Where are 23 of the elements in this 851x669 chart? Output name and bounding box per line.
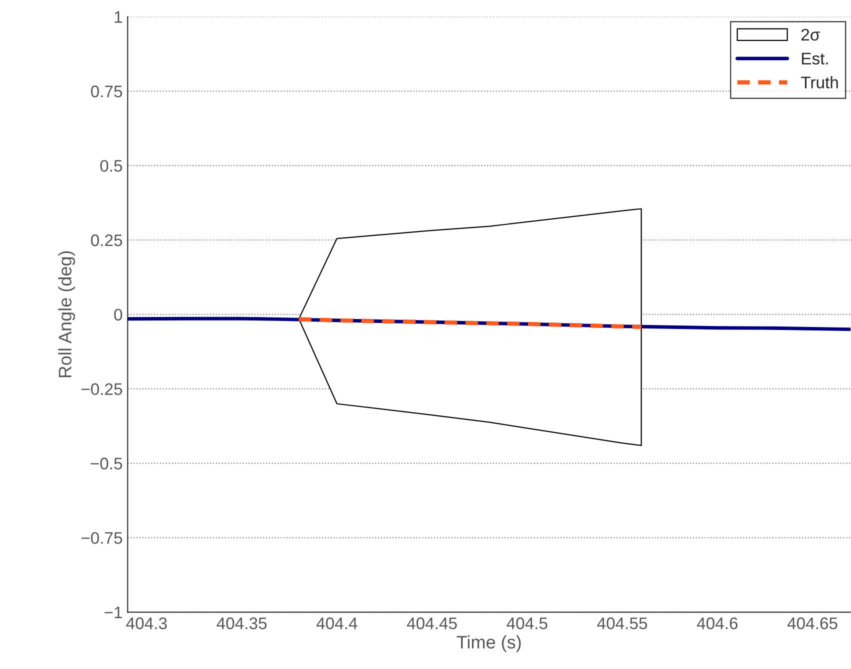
line-series	[296, 317, 644, 330]
y-axis-title: Roll Angle (deg)	[58, 251, 76, 378]
x-tick-label: 404.6	[696, 617, 738, 630]
x-tick-label: 404.5	[506, 617, 548, 630]
x-tick-label: 404.55	[597, 617, 648, 630]
y-tick-label: 0.25	[91, 234, 122, 246]
x-tick-label: 404.35	[216, 617, 267, 630]
y-tick-label: −0.5	[90, 458, 122, 470]
y-tick-label: −0.75	[81, 532, 122, 544]
y-tick-label: 0.5	[100, 160, 122, 172]
legend-label: 2σ	[801, 28, 820, 41]
y-tick-label: 0	[114, 308, 122, 321]
x-tick-label: 404.65	[787, 617, 838, 630]
legend-label: Est.	[802, 52, 828, 65]
y-tick-label: 1	[114, 11, 122, 23]
x-axis-title: Time (s)	[456, 635, 521, 652]
x-tick-label: 404.45	[406, 617, 457, 630]
x-tick-label: 404.4	[316, 617, 358, 630]
x-tick-label: 404.3	[126, 617, 167, 630]
legend-label: Truth	[801, 76, 838, 88]
y-tick-label: 0.75	[91, 86, 122, 98]
y-tick-label: −0.25	[81, 383, 122, 396]
y-tick-label: −1	[104, 606, 122, 618]
